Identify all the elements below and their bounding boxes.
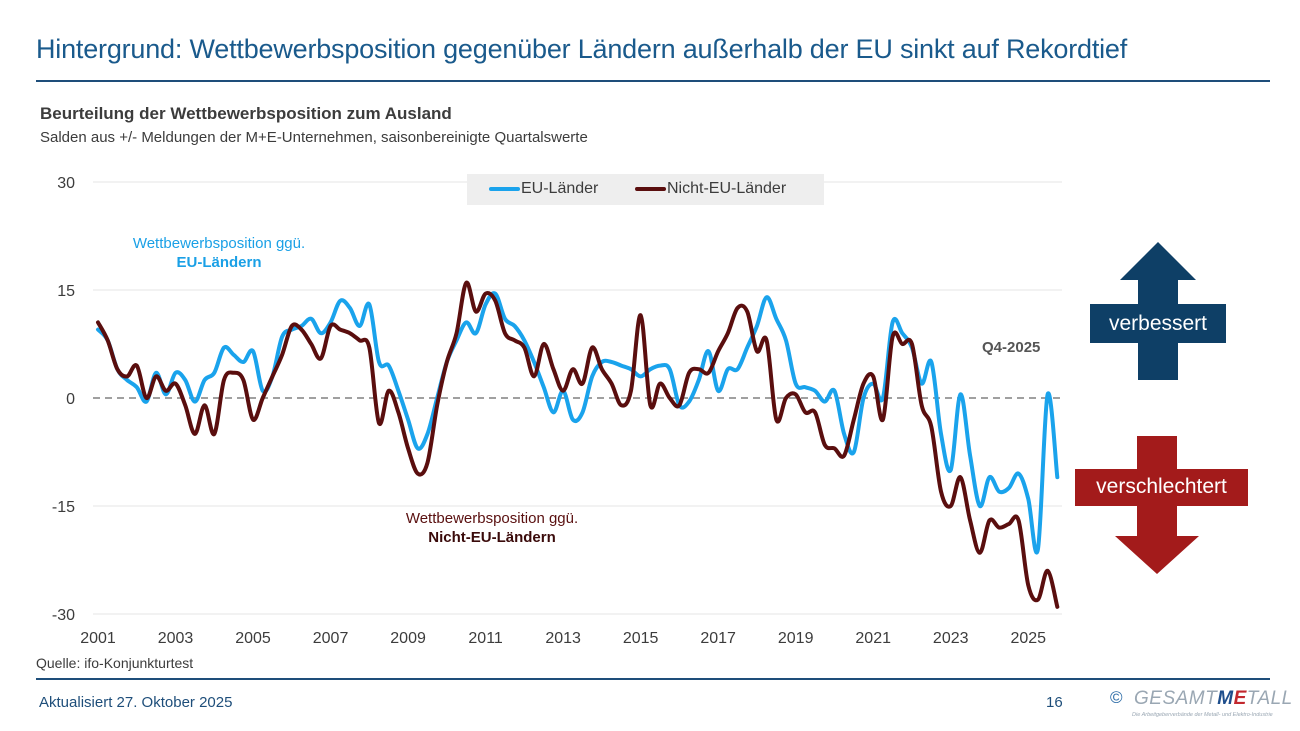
- x-tick-label: 2003: [158, 630, 194, 647]
- chart-title: Beurteilung der Wettbewerbsposition zum …: [40, 104, 452, 123]
- chart-subtitle: Salden aus +/- Meldungen der M+E-Unterne…: [40, 129, 588, 146]
- arrow-down-icon: [1075, 436, 1248, 574]
- x-tick-label: 2013: [545, 630, 581, 647]
- gesamtmetall-logo: © GESAMTMETALL Die Arbeitgeberverbände d…: [1110, 688, 1292, 728]
- y-tick-label: 0: [66, 391, 75, 408]
- x-tick-label: 2015: [623, 630, 659, 647]
- annotation-non-eu-line1: Wettbewerbsposition ggü.: [405, 510, 579, 527]
- legend-item-non-eu: Nicht-EU-Länder: [635, 180, 786, 198]
- annotation-eu: Wettbewerbsposition ggü. EU-Ländern: [114, 235, 324, 271]
- legend-swatch-eu: [489, 187, 520, 191]
- x-tick-label: 2011: [468, 630, 503, 647]
- y-tick-label: -30: [52, 607, 75, 624]
- annotation-eu-line1: Wettbewerbsposition ggü.: [132, 235, 306, 252]
- x-tick-label: 2023: [933, 630, 969, 647]
- x-tick-label: 2019: [778, 630, 814, 647]
- copyright-icon: ©: [1110, 688, 1123, 707]
- logo-text-a: GESAMT: [1134, 688, 1218, 709]
- gridlines: [93, 181, 1062, 615]
- source-note: Quelle: ifo-Konjunkturtest: [36, 655, 194, 671]
- arrow-up-label: verbessert: [1108, 312, 1208, 335]
- page-title: Hintergrund: Wettbewerbsposition gegenüb…: [36, 34, 1128, 64]
- footer-divider: [36, 678, 1270, 680]
- x-axis-ticks: 2001 2003 2005 2007 2009 2011 2013 2015 2017 2019…: [80, 630, 1046, 647]
- x-tick-label: 2009: [390, 630, 426, 647]
- annotation-non-eu: Wettbewerbsposition ggü. Nicht-EU-Länder…: [372, 510, 612, 546]
- x-tick-label: 2017: [700, 630, 736, 647]
- logo-me: ME: [1217, 688, 1247, 709]
- legend-label-eu: EU-Länder: [521, 180, 599, 197]
- legend-swatch-non-eu: [635, 187, 666, 191]
- logo-wordmark: GESAMTMETALL: [1134, 688, 1293, 710]
- y-tick-label: 15: [57, 283, 75, 300]
- arrow-up-icon: [1090, 242, 1226, 380]
- arrow-down-label: verschlechtert: [1096, 475, 1227, 498]
- header-divider: [36, 80, 1270, 82]
- x-tick-label: 2001: [80, 630, 116, 647]
- logo-text-e: E: [1233, 688, 1247, 709]
- logo-text-b: TALL: [1246, 688, 1293, 709]
- page-number: 16: [1046, 694, 1063, 711]
- legend-label-non-eu: Nicht-EU-Länder: [667, 180, 787, 197]
- x-tick-label: 2025: [1010, 630, 1046, 647]
- x-tick-label: 2005: [235, 630, 271, 647]
- annotation-eu-line2: EU-Ländern: [176, 254, 262, 271]
- y-tick-label: 30: [57, 175, 75, 192]
- series-line-non-eu: [96, 280, 1060, 609]
- legend: EU-Länder Nicht-EU-Länder: [467, 174, 824, 205]
- x-tick-label: 2021: [855, 630, 891, 647]
- y-tick-label: -15: [52, 499, 75, 516]
- annotation-non-eu-line2: Nicht-EU-Ländern: [428, 529, 556, 546]
- legend-item-eu: EU-Länder: [489, 180, 598, 198]
- logo-text-m: M: [1217, 688, 1234, 709]
- logo-tagline: Die Arbeitgeberverbände der Metall- und …: [1132, 712, 1273, 718]
- updated-date: Aktualisiert 27. Oktober 2025: [39, 694, 233, 711]
- x-tick-label: 2007: [313, 630, 349, 647]
- latest-quarter-label: Q4-2025: [982, 339, 1041, 356]
- series-lines: [96, 280, 1060, 609]
- y-axis-ticks: 30 15 0 -15 -30: [52, 175, 75, 624]
